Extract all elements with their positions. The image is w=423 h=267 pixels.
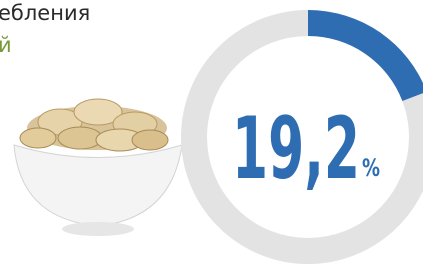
unit-label: %	[362, 154, 380, 182]
bowl-illustration	[14, 99, 182, 236]
infographic: ебления й 19,2%	[0, 0, 423, 267]
heading-line: ебления	[0, 1, 90, 25]
heading-line: й	[0, 33, 12, 57]
donut-segment	[308, 10, 423, 101]
value-label: 19,2	[232, 99, 360, 199]
